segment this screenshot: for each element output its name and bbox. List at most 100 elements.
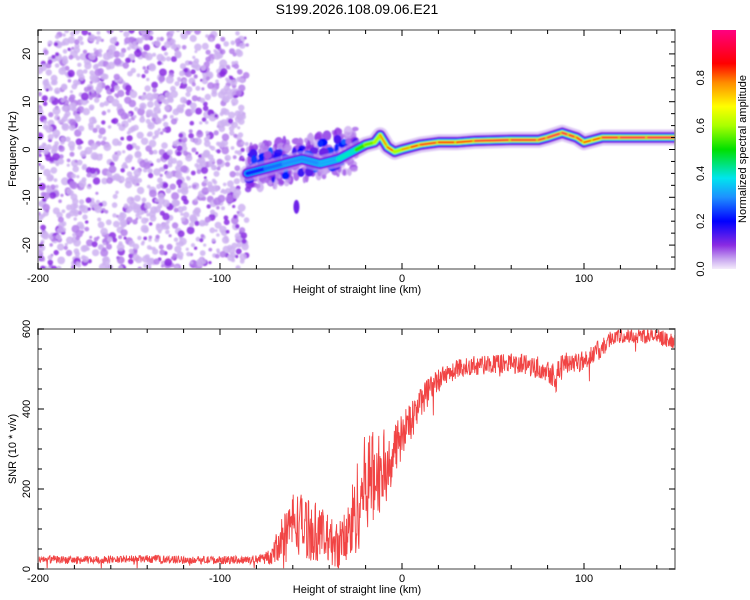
spectrogram-noise-blob: [94, 97, 100, 103]
spectrogram-noise-blob: [73, 46, 81, 54]
spectrogram-noise-blob: [225, 187, 231, 194]
spectrogram-noise-blob: [239, 42, 246, 49]
spectrogram-noise-blob: [240, 147, 245, 153]
spectrogram-noise-blob: [233, 178, 240, 185]
spectrogram-noise-blob: [214, 50, 219, 55]
spectrogram-noise-blob: [106, 243, 112, 250]
spectrogram-noise-blob: [153, 168, 161, 176]
spectrogram-noise-blob: [150, 163, 154, 167]
spectrogram-noise-blob: [237, 203, 246, 212]
spectrogram-noise-blob: [100, 248, 109, 257]
spectrogram-noise-blob: [136, 73, 141, 78]
spectrogram-noise-blob: [72, 198, 79, 205]
spectrogram-noise-blob: [143, 236, 148, 241]
spectrogram-noise-blob: [41, 232, 50, 240]
spectrogram-noise-blob: [52, 129, 61, 138]
spectrogram-noise-blob: [204, 216, 211, 223]
spectrogram-noise-blob: [177, 76, 181, 81]
spectrogram-noise-blob: [236, 50, 244, 57]
spectrogram-noise-blob: [195, 85, 201, 91]
spectrogram-noise-blob: [53, 42, 59, 47]
spectrogram-halo: [322, 130, 332, 141]
spectrogram-noise-blob: [168, 234, 172, 238]
spectrogram-noise-blob: [232, 204, 236, 209]
spectrogram-noise-blob: [229, 75, 234, 80]
spectrogram-noise-blob: [43, 119, 48, 125]
spectrogram-noise-blob: [81, 165, 87, 171]
spectrogram-noise-blob: [144, 85, 151, 92]
spectrogram-noise-blob: [170, 90, 179, 98]
spectrogram-noise-blob: [162, 159, 166, 163]
snr-marks: [38, 329, 675, 569]
spectrogram-noise-blob: [155, 234, 160, 239]
spectrogram-noise-blob: [217, 120, 226, 129]
spectrogram-noise-blob: [204, 120, 209, 125]
spectrogram-noise-blob: [157, 197, 166, 205]
spectrogram-noise-blob: [157, 128, 161, 132]
spectrogram-noise-blob: [76, 175, 80, 179]
spectrogram-noise-blob: [86, 86, 92, 91]
spectrogram-noise-blob: [97, 61, 104, 67]
spectrogram-noise-blob: [98, 245, 103, 250]
spectrogram-noise-blob: [119, 212, 125, 217]
spectrogram-noise-blob: [60, 98, 66, 103]
spectrogram-noise-blob: [125, 57, 131, 64]
spectrogram-noise-blob: [75, 261, 80, 266]
spectrogram-noise-blob: [162, 182, 169, 189]
spectrogram-noise-blob: [80, 92, 89, 101]
spectrogram-noise-blob: [147, 101, 154, 108]
snr-axes: -200 -100 0 100 0 200 400 600: [21, 320, 675, 585]
spectrogram-noise-blob: [73, 212, 79, 217]
spectrogram-noise-blob: [191, 147, 197, 153]
spectrogram-noise-blob: [199, 97, 206, 104]
spectrogram-noise-blob: [200, 166, 209, 174]
spectrogram-noise-blob: [113, 50, 121, 58]
spectrogram-noise-blob: [145, 52, 153, 61]
spectrogram-noise-blob: [126, 46, 131, 51]
spectrogram-noise-blob: [170, 118, 178, 125]
spectrogram-noise-blob: [170, 256, 175, 260]
spectrogram-noise-blob: [229, 252, 236, 259]
spectrogram-noise-blob: [235, 31, 240, 36]
spectrogram-noise-blob: [66, 163, 70, 167]
spectrogram-noise-blob: [107, 64, 111, 69]
spectrogram-noise-blob: [219, 111, 224, 117]
spectrogram-noise-blob: [186, 175, 190, 180]
spectrogram-noise-blob: [208, 185, 216, 193]
spectrogram-noise-blob: [98, 53, 103, 58]
spectrogram-noise-blob: [220, 144, 225, 148]
spectrogram-noise-blob: [213, 180, 218, 185]
spectrogram-noise-blob: [185, 154, 193, 162]
colorbar-tick-label: 0.0: [695, 261, 707, 276]
snr-plot: -200 -100 0 100 0 200 400 600 Height of straigh…: [7, 320, 676, 596]
spectrogram-noise-blob: [72, 232, 76, 237]
spectrogram-noise-blob: [225, 194, 234, 203]
spectrogram-noise-blob: [84, 226, 90, 232]
spectrogram-noise-blob: [192, 55, 196, 60]
spectrogram-noise-blob: [89, 201, 97, 208]
spectrogram-noise-blob: [194, 220, 200, 226]
spectrogram-noise-blob: [152, 149, 158, 155]
spectrogram-noise-blob: [231, 216, 239, 225]
spectrogram-noise-blob: [86, 239, 94, 247]
spectrogram-noise-blob: [222, 182, 227, 187]
spectrogram-xlabel: Height of straight line (km): [293, 284, 421, 296]
spectrogram-noise-blob: [169, 114, 174, 119]
spectrogram-noise-blob: [159, 210, 165, 216]
spectrogram-noise-blob: [174, 171, 183, 179]
spectrogram-marks: [38, 30, 675, 269]
spectrogram-noise-blob: [68, 124, 76, 131]
spectrogram-noise-blob: [186, 251, 192, 257]
spectrogram-signal-blob: [263, 151, 272, 159]
spectrogram-noise-blob: [95, 191, 99, 195]
spectrogram-noise-blob: [107, 125, 112, 129]
spectrogram-noise-blob: [232, 52, 237, 57]
spectrogram-halo: [302, 176, 307, 184]
spectrogram-noise-blob: [175, 164, 182, 172]
spectrogram-noise-blob: [86, 172, 92, 178]
spectrogram-noise-blob: [87, 259, 92, 264]
spectrogram-noise-blob: [148, 123, 153, 128]
spectrogram-noise-blob: [165, 75, 174, 84]
spectrogram-noise-blob: [209, 227, 216, 234]
